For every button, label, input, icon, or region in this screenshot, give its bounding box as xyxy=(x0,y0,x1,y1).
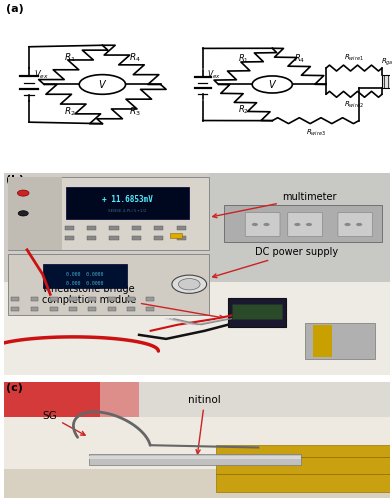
Text: 0.000  0.0000: 0.000 0.0000 xyxy=(66,280,104,285)
Text: $R_1$: $R_1$ xyxy=(238,52,249,65)
FancyBboxPatch shape xyxy=(87,226,96,230)
FancyBboxPatch shape xyxy=(8,177,62,250)
FancyBboxPatch shape xyxy=(31,297,38,300)
FancyBboxPatch shape xyxy=(4,282,390,376)
FancyBboxPatch shape xyxy=(4,173,390,376)
FancyBboxPatch shape xyxy=(288,212,323,236)
Circle shape xyxy=(17,190,29,196)
Text: $V$: $V$ xyxy=(268,78,277,90)
Circle shape xyxy=(252,223,258,226)
FancyBboxPatch shape xyxy=(89,456,301,460)
FancyBboxPatch shape xyxy=(154,236,163,240)
FancyBboxPatch shape xyxy=(65,236,74,240)
FancyBboxPatch shape xyxy=(127,297,135,300)
FancyBboxPatch shape xyxy=(209,173,390,282)
FancyBboxPatch shape xyxy=(69,308,77,311)
FancyBboxPatch shape xyxy=(245,212,280,236)
Text: SG: SG xyxy=(42,411,85,435)
Circle shape xyxy=(252,76,292,93)
Text: SENSE 4-PLI 5+1/2: SENSE 4-PLI 5+1/2 xyxy=(108,210,147,214)
FancyBboxPatch shape xyxy=(89,297,96,300)
Circle shape xyxy=(79,74,125,94)
FancyBboxPatch shape xyxy=(146,297,154,300)
Text: $V$: $V$ xyxy=(98,78,107,90)
FancyBboxPatch shape xyxy=(8,177,209,250)
FancyBboxPatch shape xyxy=(132,226,141,230)
Circle shape xyxy=(263,223,270,226)
FancyBboxPatch shape xyxy=(132,236,141,240)
FancyBboxPatch shape xyxy=(216,446,390,492)
FancyBboxPatch shape xyxy=(109,226,119,230)
Text: $R_{wire2}$: $R_{wire2}$ xyxy=(344,100,364,110)
FancyBboxPatch shape xyxy=(127,308,135,311)
FancyBboxPatch shape xyxy=(170,233,182,238)
Text: $V_{ex}$: $V_{ex}$ xyxy=(34,68,49,81)
Text: multimeter: multimeter xyxy=(213,192,336,218)
FancyBboxPatch shape xyxy=(87,236,96,240)
Text: (a): (a) xyxy=(6,4,24,14)
Text: $V_{ex}$: $V_{ex}$ xyxy=(207,68,220,81)
FancyBboxPatch shape xyxy=(228,298,286,327)
Text: $R_3$: $R_3$ xyxy=(129,105,141,118)
Circle shape xyxy=(178,278,200,290)
FancyBboxPatch shape xyxy=(232,304,282,318)
Circle shape xyxy=(345,223,351,226)
FancyBboxPatch shape xyxy=(4,468,390,498)
FancyBboxPatch shape xyxy=(4,382,390,498)
Text: $R_2$: $R_2$ xyxy=(64,105,75,118)
Circle shape xyxy=(18,210,28,216)
FancyBboxPatch shape xyxy=(382,74,392,88)
FancyBboxPatch shape xyxy=(65,226,74,230)
FancyBboxPatch shape xyxy=(224,206,382,242)
Text: $R_{gauge}$: $R_{gauge}$ xyxy=(381,56,392,68)
FancyBboxPatch shape xyxy=(89,308,96,311)
Text: 0.000  0.0000: 0.000 0.0000 xyxy=(66,272,104,276)
FancyBboxPatch shape xyxy=(31,308,38,311)
Text: + 11.6853mV: + 11.6853mV xyxy=(102,195,153,204)
FancyBboxPatch shape xyxy=(100,382,390,434)
Text: $R_4$: $R_4$ xyxy=(294,52,306,65)
FancyBboxPatch shape xyxy=(4,416,390,469)
Circle shape xyxy=(294,223,300,226)
FancyBboxPatch shape xyxy=(338,212,373,236)
Text: wheatstone bridge
completion module: wheatstone bridge completion module xyxy=(42,284,223,319)
Circle shape xyxy=(306,223,312,226)
FancyBboxPatch shape xyxy=(11,308,19,311)
FancyBboxPatch shape xyxy=(313,324,332,357)
FancyBboxPatch shape xyxy=(4,382,112,434)
FancyBboxPatch shape xyxy=(108,308,116,311)
FancyBboxPatch shape xyxy=(154,226,163,230)
FancyBboxPatch shape xyxy=(146,308,154,311)
FancyBboxPatch shape xyxy=(108,297,116,300)
FancyBboxPatch shape xyxy=(42,264,127,288)
Text: $R_{wire3}$: $R_{wire3}$ xyxy=(306,128,325,138)
FancyBboxPatch shape xyxy=(50,297,58,300)
FancyBboxPatch shape xyxy=(4,382,139,416)
FancyBboxPatch shape xyxy=(109,236,119,240)
Circle shape xyxy=(172,275,207,293)
Text: nitinol: nitinol xyxy=(188,394,221,454)
FancyBboxPatch shape xyxy=(176,226,186,230)
Text: DC power supply: DC power supply xyxy=(213,247,338,278)
Circle shape xyxy=(356,223,362,226)
Text: (c): (c) xyxy=(6,383,23,393)
Text: $R_4$: $R_4$ xyxy=(129,52,141,64)
Text: $R_{wire1}$: $R_{wire1}$ xyxy=(344,52,364,62)
Text: $R_2$: $R_2$ xyxy=(238,104,249,117)
FancyBboxPatch shape xyxy=(50,308,58,311)
FancyBboxPatch shape xyxy=(11,297,19,300)
FancyBboxPatch shape xyxy=(66,187,189,220)
FancyBboxPatch shape xyxy=(89,454,301,465)
FancyBboxPatch shape xyxy=(69,297,77,300)
FancyBboxPatch shape xyxy=(176,236,186,240)
FancyBboxPatch shape xyxy=(305,322,375,359)
FancyBboxPatch shape xyxy=(8,254,209,314)
Text: $R_1$: $R_1$ xyxy=(64,52,75,64)
Text: (b): (b) xyxy=(6,175,24,185)
